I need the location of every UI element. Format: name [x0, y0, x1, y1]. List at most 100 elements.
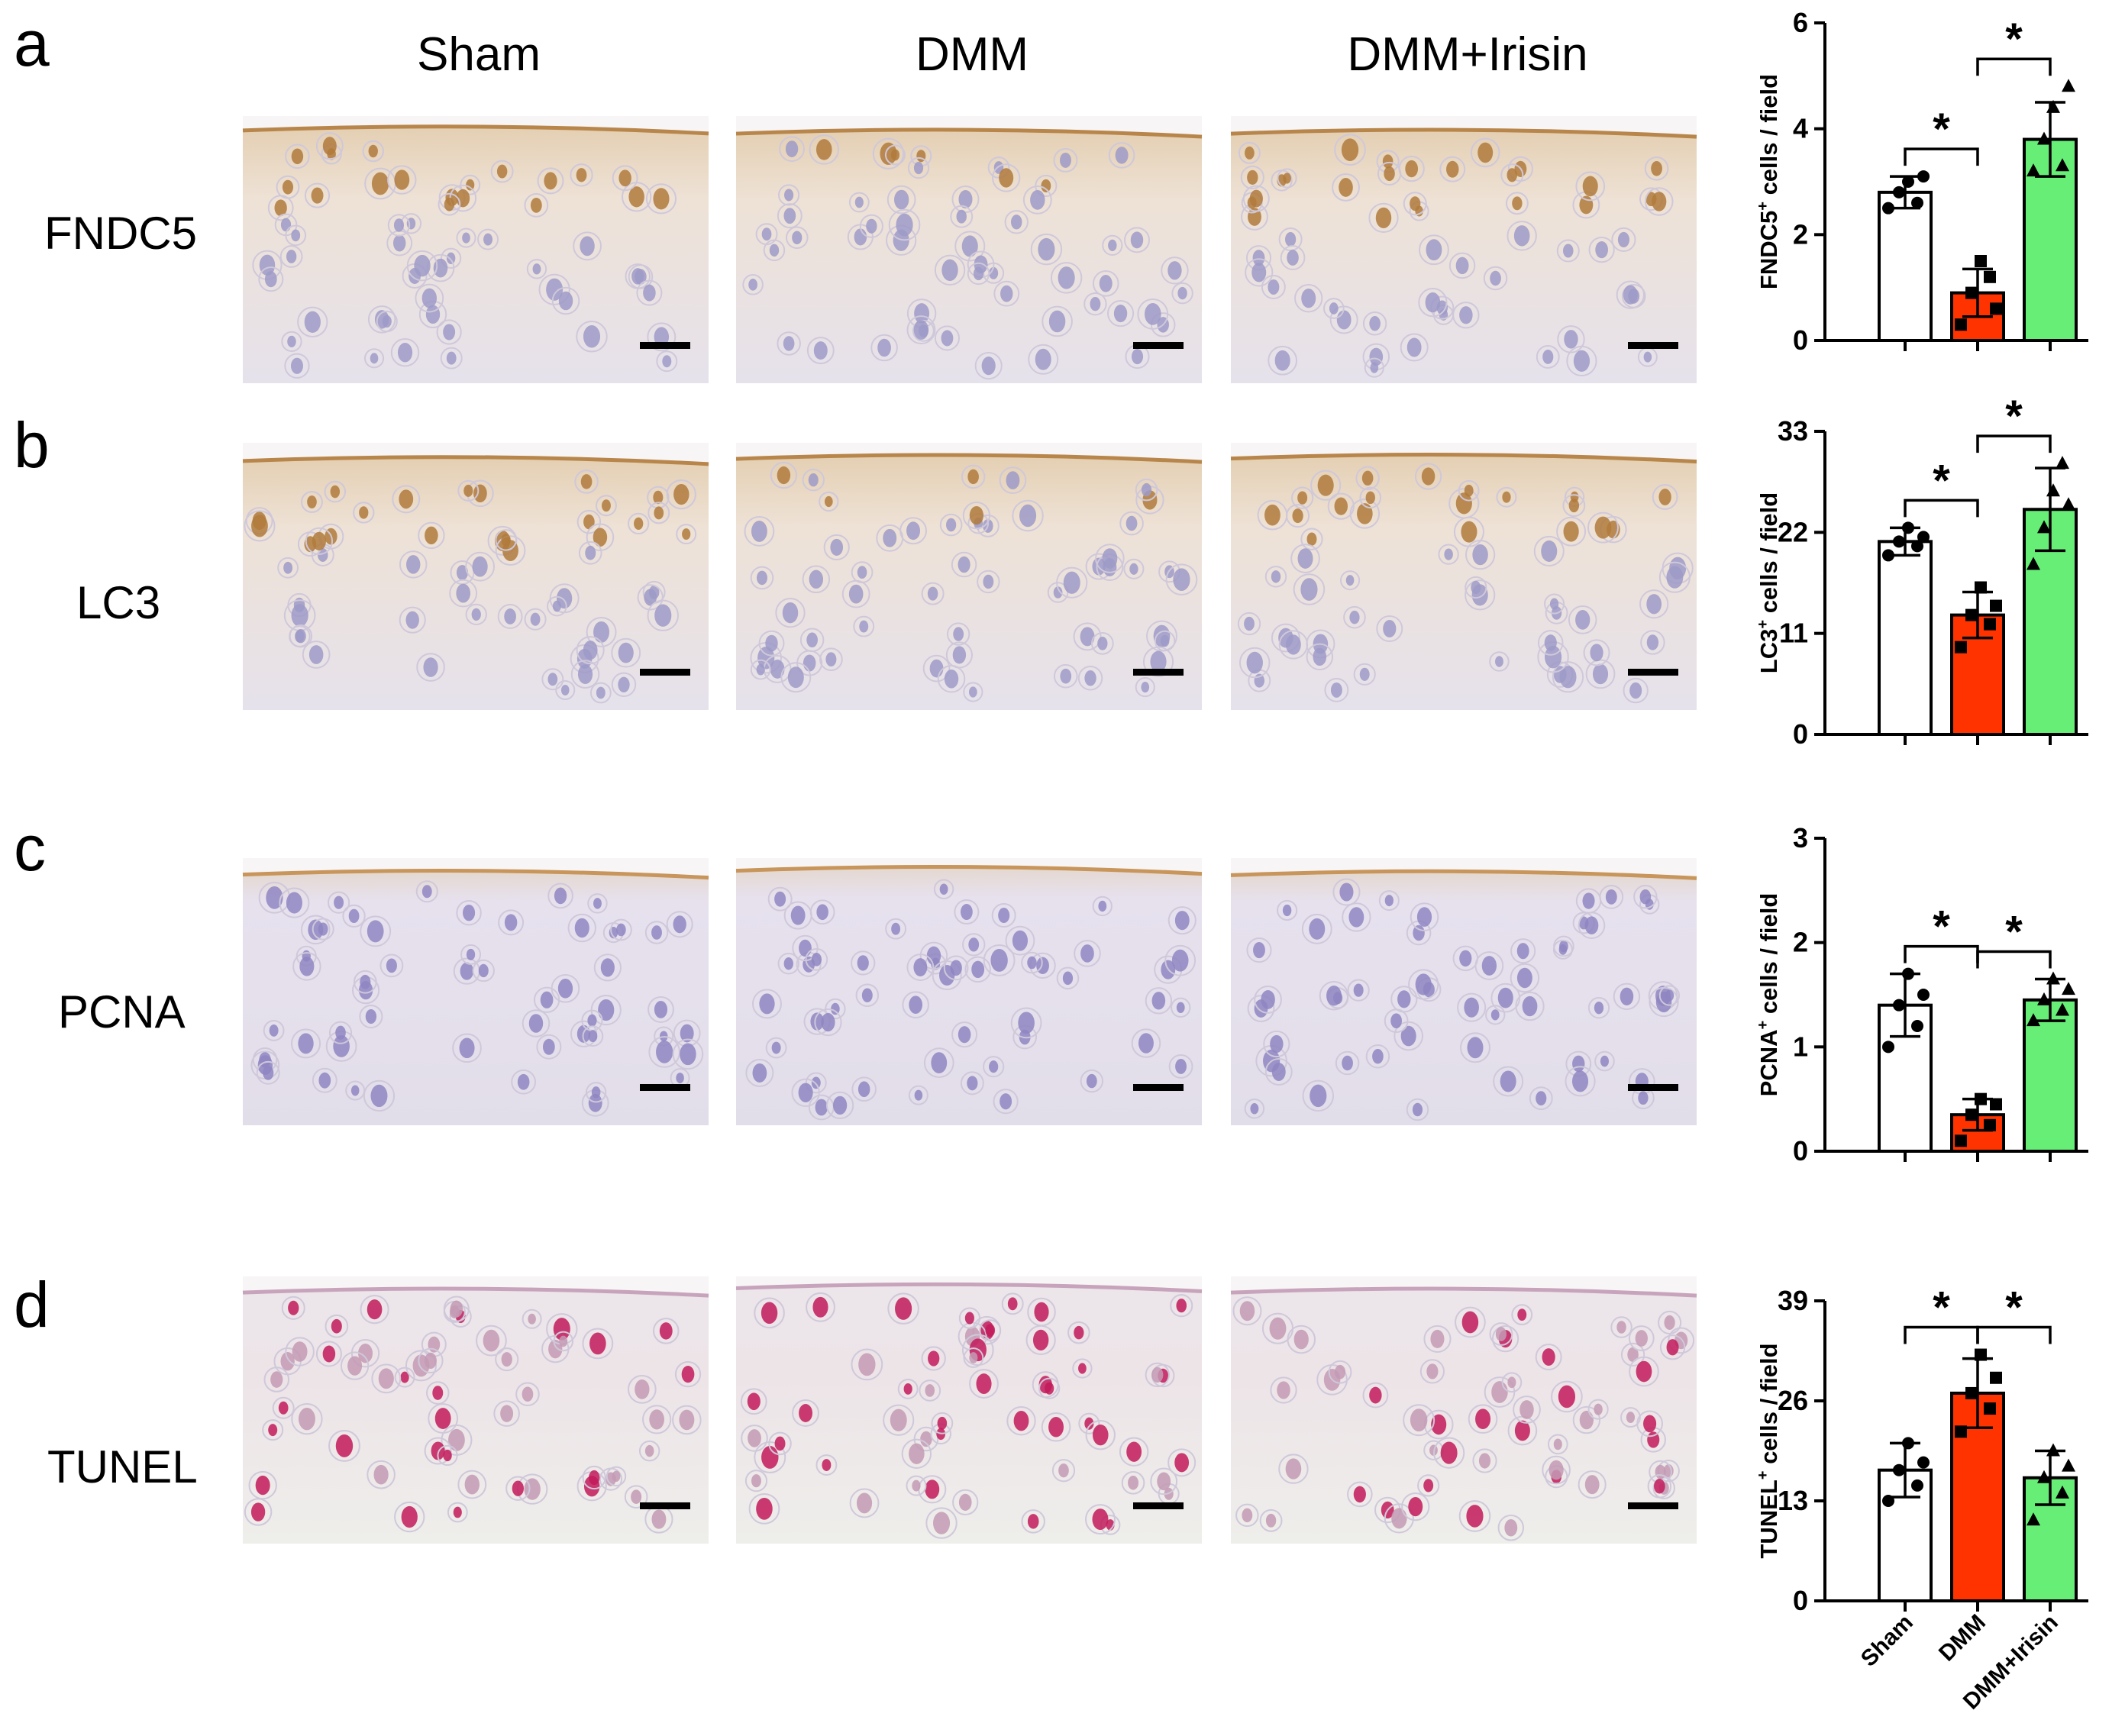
scale-bar — [1628, 1084, 1678, 1091]
y-tick-label: 0 — [1793, 324, 1808, 356]
data-point — [2062, 497, 2075, 511]
scale-bar — [1628, 669, 1678, 676]
bar-dmm-irisin — [2023, 508, 2078, 736]
micrograph-pcna-sham — [242, 858, 709, 1125]
bar-chart-fndc5: 0 2 4 6 FNDC5+ cells / field * * — [1755, 7, 2088, 356]
data-point — [2037, 992, 2051, 1005]
y-tick-label: 33 — [1778, 415, 1808, 447]
micrograph-grid — [242, 116, 1697, 1544]
data-point — [2056, 1485, 2069, 1499]
micrograph-tunel-dmm — [735, 1276, 1203, 1544]
significance-star: * — [1933, 456, 1950, 505]
y-tick-label: 2 — [1793, 218, 1808, 250]
micrograph-tunel-sham — [242, 1276, 709, 1544]
data-point — [1955, 641, 1967, 653]
panel-letter-d: d — [14, 1269, 50, 1341]
data-point — [1902, 176, 1914, 188]
data-point — [1990, 599, 2002, 612]
category-label-sham: Sham — [1856, 1610, 1918, 1672]
category-label-dmm: DMM — [1934, 1610, 1991, 1667]
y-tick-label: 39 — [1778, 1285, 1808, 1316]
y-tick-label: 1 — [1793, 1031, 1808, 1062]
data-point — [1882, 1495, 1894, 1507]
significance-bracket — [1976, 1325, 2052, 1344]
micrograph-fndc5-dmm — [735, 116, 1203, 383]
y-tick-label: 6 — [1793, 7, 1808, 38]
bar-chart-pcna: 0 1 2 3 PCNA+ cells / field * * — [1755, 822, 2088, 1166]
data-point — [1955, 1134, 1967, 1147]
data-point — [1984, 270, 1996, 283]
y-axis-label: TUNEL+ cells / field — [1755, 1343, 1782, 1558]
data-point — [1911, 1020, 1923, 1032]
y-axis-label: FNDC5+ cells / field — [1755, 74, 1782, 289]
data-point — [1990, 1098, 2002, 1111]
data-point — [1911, 540, 1923, 553]
data-point — [1965, 1108, 1978, 1121]
data-point — [2027, 163, 2040, 177]
y-tick-label: 2 — [1793, 927, 1808, 958]
data-point — [2037, 131, 2051, 145]
y-axis-label: PCNA+ cells / field — [1755, 893, 1782, 1097]
data-point — [1893, 535, 1905, 548]
scale-bar — [1133, 1502, 1184, 1509]
data-point — [1917, 1456, 1930, 1469]
y-tick-label: 0 — [1793, 1135, 1808, 1166]
data-point — [1882, 202, 1894, 215]
data-point — [2046, 1443, 2060, 1457]
panel-letter-a: a — [14, 8, 50, 79]
data-point — [2027, 557, 2040, 570]
data-point — [1902, 521, 1914, 534]
data-point — [1984, 1118, 1996, 1131]
scale-bar — [1628, 1502, 1678, 1509]
data-point — [2037, 1470, 2051, 1483]
panel-letter-c: c — [14, 812, 46, 884]
micrograph-pcna-dmm — [735, 858, 1203, 1125]
data-point — [1911, 1479, 1923, 1492]
micrograph-lc3-sham — [242, 443, 709, 710]
data-point — [1965, 286, 1978, 299]
micrograph-pcna-dmm-irisin — [1230, 858, 1697, 1125]
row-label-tunel: TUNEL — [47, 1441, 198, 1492]
micrograph-fndc5-dmm-irisin — [1230, 116, 1697, 383]
significance-bracket — [1904, 147, 1979, 166]
data-point — [1955, 318, 1967, 331]
column-header-sham: Sham — [417, 28, 541, 81]
y-tick-label: 13 — [1778, 1485, 1808, 1516]
scale-bar — [1133, 342, 1184, 349]
column-header-dmm-irisin: DMM+Irisin — [1347, 28, 1587, 81]
y-tick-label: 11 — [1779, 618, 1808, 649]
row-label-fndc5: FNDC5 — [44, 208, 197, 259]
significance-star: * — [2005, 392, 2023, 441]
data-point — [1965, 608, 1978, 621]
data-point — [1893, 186, 1905, 198]
data-point — [1990, 1371, 2002, 1384]
column-header-dmm: DMM — [916, 28, 1029, 81]
data-point — [1984, 618, 1996, 631]
data-point — [1902, 1437, 1914, 1450]
data-point — [2062, 982, 2075, 995]
y-tick-label: 0 — [1793, 718, 1808, 750]
data-point — [1984, 1402, 1996, 1415]
data-point — [2037, 520, 2051, 534]
scale-bar — [1133, 669, 1184, 676]
significance-star: * — [2005, 1283, 2023, 1333]
y-tick-label: 0 — [1793, 1585, 1808, 1616]
significance-bracket — [1976, 434, 2052, 453]
data-point — [2056, 158, 2069, 172]
micrograph-lc3-dmm — [735, 443, 1203, 710]
bar-charts: 0 2 4 6 FNDC5+ cells / field * * 0 11 22 33 LC3+ ce… — [1755, 7, 2088, 1715]
data-point — [1911, 196, 1923, 209]
y-tick-label: 22 — [1778, 516, 1808, 547]
y-tick-label: 4 — [1793, 113, 1808, 144]
panel-letter-b: b — [14, 409, 50, 481]
data-point — [2046, 99, 2060, 113]
data-point — [2062, 79, 2075, 92]
significance-bracket — [1976, 57, 2052, 76]
scale-bar — [640, 1084, 690, 1091]
data-point — [1955, 1425, 1967, 1438]
data-point — [1990, 302, 2002, 315]
y-axis-label: LC3+ cells / field — [1755, 492, 1782, 673]
bar-chart-lc3: 0 11 22 33 LC3+ cells / field * * — [1755, 392, 2088, 750]
data-point — [1975, 255, 1987, 267]
